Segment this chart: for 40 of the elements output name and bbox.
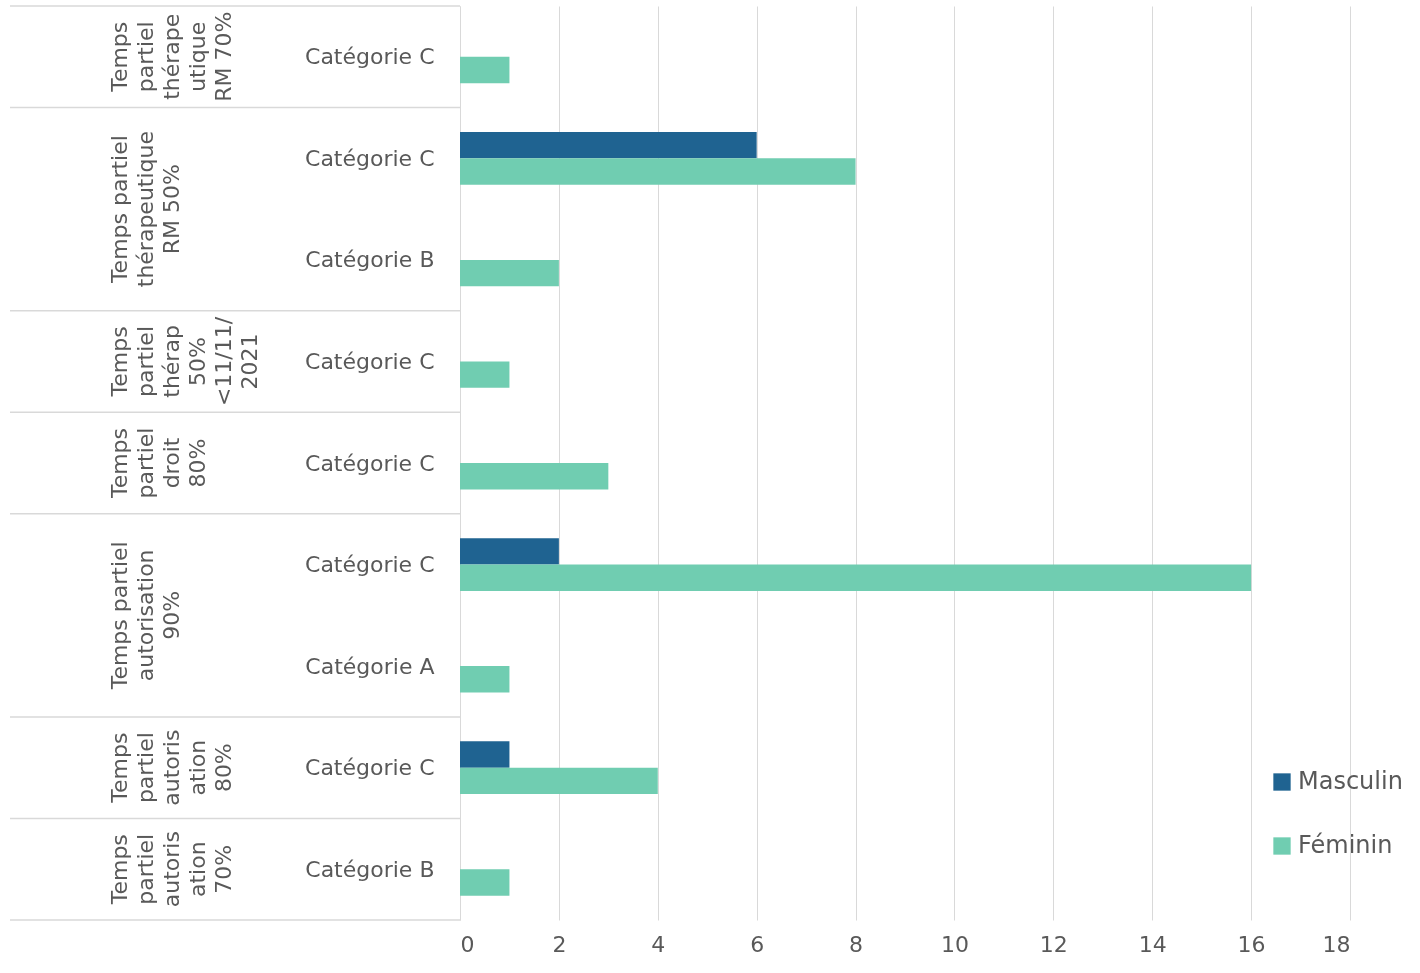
- bar: [460, 361, 510, 388]
- text: Temps partiel thérapeutique RM 50%: [107, 130, 184, 288]
- bar: [460, 131, 757, 159]
- y-tick-label: Catégorie B: [305, 247, 435, 273]
- legend-label: Masculin: [1298, 767, 1403, 795]
- x-tick-label: 2: [552, 931, 567, 957]
- y-tick-label: Catégorie C: [305, 44, 435, 70]
- text: Temps partiel autorisation 70%: [107, 831, 236, 908]
- bar: [460, 767, 658, 795]
- x-tick-label: 14: [1138, 931, 1167, 957]
- bar: [460, 666, 510, 693]
- bar: [460, 259, 559, 287]
- bar: [460, 463, 609, 490]
- y-tick-label: Catégorie B: [305, 856, 435, 882]
- x-tick-label: 6: [750, 931, 765, 957]
- x-tick-label: 10: [940, 931, 969, 957]
- y-tick-label: Catégorie C: [305, 450, 435, 476]
- text: Temps partiel autorisation 80%: [107, 729, 236, 806]
- x-tick-label: 4: [651, 931, 666, 957]
- x-tick-label: 16: [1237, 931, 1266, 957]
- bar: [460, 564, 1252, 591]
- bar: [460, 869, 510, 896]
- text: Temps partiel thérap 50% <11/11/2021: [107, 316, 262, 407]
- x-tick-label: 18: [1322, 931, 1351, 957]
- x-tick-label: 8: [849, 931, 864, 957]
- y-tick-label: Catégorie C: [305, 755, 435, 781]
- bar: [460, 741, 510, 768]
- y-tick-label: Catégorie C: [305, 145, 435, 171]
- bar: [460, 56, 510, 84]
- text: Temps partiel autorisation 90%: [107, 541, 184, 691]
- bar: [460, 538, 559, 565]
- legend-label: Féminin: [1298, 831, 1393, 859]
- y-tick-label: Catégorie C: [305, 348, 435, 374]
- y-tick-label: Catégorie C: [305, 552, 435, 578]
- text: Temps partiel droit 80%: [107, 427, 210, 500]
- y-tick-label: Catégorie A: [305, 653, 435, 679]
- bar: [460, 158, 856, 185]
- x-tick-label: 0: [460, 931, 475, 957]
- text: Temps partiel thérapeutique RM 70%: [107, 11, 236, 102]
- x-tick-label: 12: [1039, 931, 1068, 957]
